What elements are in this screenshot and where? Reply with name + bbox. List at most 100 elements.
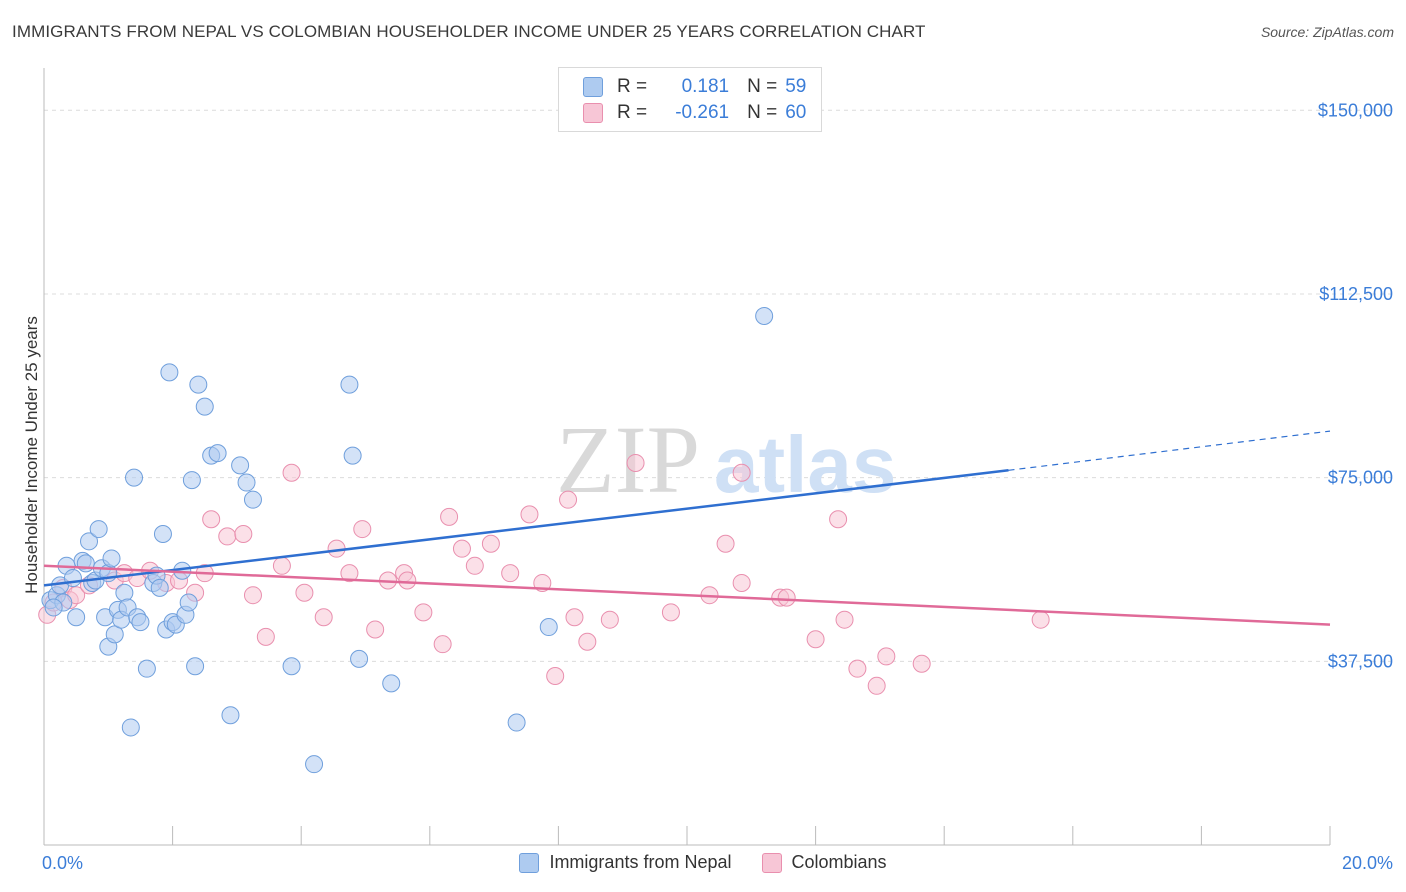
nepal-point [305,755,324,774]
axes [43,68,1331,846]
nepal-point [243,490,262,509]
colombian-point [501,564,520,583]
legend-item-nepal[interactable]: Immigrants from Nepal [519,852,732,873]
colombian-point [465,556,484,575]
nepal-point [153,524,172,543]
colombian-point [661,603,680,622]
colombian-point [806,630,825,649]
colombian-point [202,510,221,529]
nepal-point [131,613,150,632]
nepal-swatch [519,852,540,873]
series-legend: Immigrants from Nepal Colombians [0,852,1406,873]
nepal-point [67,608,86,627]
colombian-swatch [583,103,603,123]
y-tick-label: $37,500 [1328,651,1393,671]
nepal-point [507,713,526,732]
colombian-point [1031,610,1050,629]
colombian-point [272,556,291,575]
x-tick-label: 0.0% [42,853,83,873]
correlation-legend: R = 0.181 N = 59 R = -0.261 N = 60 [558,67,822,132]
y-axis-label: Householder Income Under 25 years [22,316,41,594]
colombian-point [414,603,433,622]
nepal-point [186,657,205,676]
nepal-point [102,549,121,568]
nepal-point [343,446,362,465]
chart-title: IMMIGRANTS FROM NEPAL VS COLOMBIAN HOUSE… [12,22,926,41]
nepal-swatch [583,77,603,97]
nepal-point [115,583,134,602]
y-tick-label: $75,000 [1328,468,1393,488]
r-value: 0.181 [681,76,730,97]
colombian-point [867,676,886,695]
n-value: 59 [785,76,807,97]
nepal-point [63,569,82,588]
colombian-point [732,463,751,482]
nepal-point [182,471,201,490]
r-label: R = [617,76,648,97]
nepal-point [539,618,558,637]
legend-item-colombian[interactable]: Colombians [761,852,887,873]
colombian-point [340,564,359,583]
nepal-point [160,363,179,382]
n-value: 60 [785,102,807,123]
trendlines [43,430,1331,626]
colombian-point [481,534,500,553]
legend-label-nepal: Immigrants from Nepal [549,852,732,872]
x-tick-label: 20.0% [1342,853,1393,873]
nepal-point [382,674,401,693]
grid-lines [44,109,1395,662]
nepal-point [179,593,198,612]
nepal-point [350,649,369,668]
colombian-point [716,534,735,553]
colombian-point [353,520,372,539]
y-tick-label: $150,000 [1318,100,1393,120]
colombian-point [565,608,584,627]
colombian-point [626,453,645,472]
nepal-point [189,375,208,394]
legend-row-colombian: R = -0.261 N = 60 [583,100,806,126]
nepal-point [150,578,169,597]
colombian-point [366,620,385,639]
r-label: R = [617,102,648,123]
colombian-point [440,507,459,526]
watermark: ZIP atlas [556,406,896,513]
nepal-point [231,456,250,475]
nepal-point [195,397,214,416]
nepal-point [340,375,359,394]
colombian-trendline [43,564,1331,626]
colombian-point [282,463,301,482]
colombian-point [848,659,867,678]
y-tick-label: $112,500 [1319,284,1393,304]
nepal-trendline-extension [1008,430,1331,471]
colombian-point [398,571,417,590]
n-label: N = [747,76,778,97]
colombian-point [877,647,896,666]
colombian-point [578,632,597,651]
legend-label-colombian: Colombians [791,852,887,872]
colombian-point [829,510,848,529]
colombian-point [559,490,578,509]
colombian-swatch [761,852,782,873]
nepal-point [125,468,144,487]
nepal-point [121,718,140,737]
colombian-point [835,610,854,629]
colombian-point [546,667,565,686]
colombian-point [256,627,275,646]
colombian-point [295,583,314,602]
colombian-point [452,539,471,558]
colombian-point [520,505,539,524]
n-label: N = [747,102,778,123]
nepal-point [89,520,108,539]
r-value: -0.261 [675,102,730,123]
nepal-point [755,307,774,326]
colombian-point [243,586,262,605]
nepal-point [80,532,99,551]
nepal-trendline [43,469,1009,587]
colombian-point [234,524,253,543]
colombian-points [38,453,1050,695]
colombian-point [600,610,619,629]
source-label: Source: ZipAtlas.com [1260,24,1394,40]
nepal-point [137,659,156,678]
colombian-point [732,573,751,592]
